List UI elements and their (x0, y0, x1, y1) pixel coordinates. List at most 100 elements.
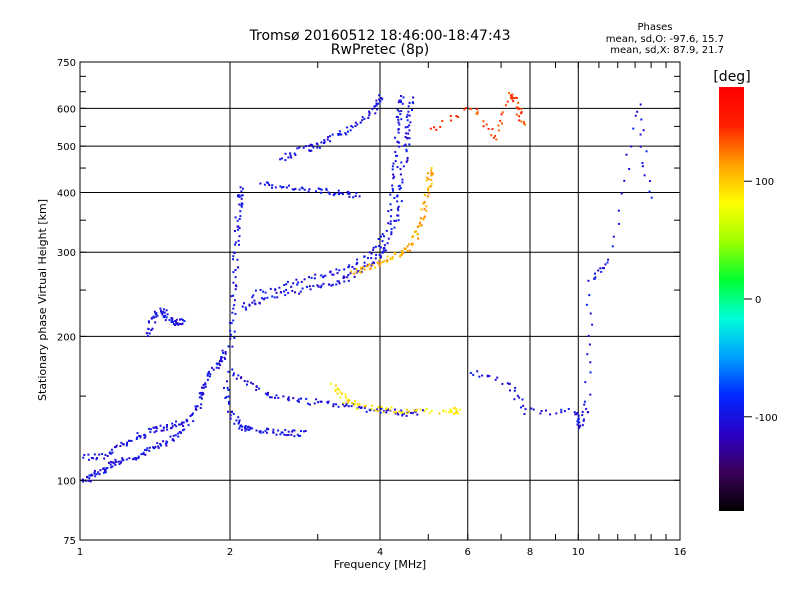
data-point (392, 162, 395, 165)
data-point (376, 410, 379, 413)
data-point (304, 145, 307, 148)
data-point (283, 290, 285, 293)
data-point (370, 404, 373, 407)
data-point (220, 356, 223, 359)
data-point (347, 130, 349, 133)
data-point (125, 444, 128, 447)
data-point (411, 243, 414, 246)
data-point (486, 374, 489, 377)
data-point (285, 186, 288, 189)
data-point (126, 441, 129, 444)
data-point (118, 463, 121, 466)
data-point (380, 405, 383, 408)
y-tick-label: 750 (57, 58, 76, 69)
data-point (355, 270, 358, 273)
data-point (259, 182, 262, 185)
data-point (582, 419, 585, 422)
data-point (84, 479, 87, 482)
data-point (375, 99, 378, 102)
data-point (549, 413, 552, 416)
data-point (490, 134, 493, 137)
data-point (226, 380, 228, 383)
data-point (426, 176, 429, 179)
data-point (589, 393, 592, 396)
data-point (161, 313, 164, 316)
data-point (355, 263, 358, 266)
data-point (240, 205, 243, 208)
data-point (285, 288, 288, 291)
data-point (351, 266, 354, 268)
data-point (390, 228, 393, 231)
data-point (408, 101, 411, 104)
data-point (578, 427, 580, 430)
data-point (269, 287, 272, 290)
data-point (334, 192, 337, 195)
data-point (581, 410, 584, 413)
data-point (182, 421, 185, 424)
data-point (412, 96, 415, 99)
data-point (347, 274, 350, 276)
data-point (104, 471, 107, 474)
data-point (88, 477, 91, 480)
data-point (342, 193, 344, 196)
data-point (530, 407, 533, 410)
data-point (408, 137, 411, 140)
data-point (96, 457, 98, 459)
data-point (396, 166, 399, 169)
data-point (425, 205, 428, 208)
data-point (238, 421, 240, 424)
data-point (338, 282, 341, 285)
data-point (106, 455, 109, 457)
data-point (354, 195, 357, 197)
data-point (401, 414, 404, 417)
data-point (335, 283, 338, 286)
data-point (232, 412, 235, 415)
data-point (108, 461, 110, 464)
data-point (259, 431, 262, 434)
data-point (360, 406, 363, 409)
data-point (282, 395, 285, 398)
data-point (355, 268, 358, 270)
data-point (407, 105, 410, 108)
data-point (178, 323, 181, 325)
y-tick-label: 500 (57, 142, 76, 153)
data-point (363, 117, 366, 120)
data-point (283, 433, 286, 436)
data-point (130, 439, 133, 442)
data-point (368, 114, 371, 117)
data-point (424, 194, 427, 197)
data-point (262, 290, 265, 293)
data-point (172, 323, 175, 325)
data-point (401, 178, 404, 181)
data-point (230, 295, 233, 298)
data-point (292, 282, 295, 285)
data-point (450, 119, 452, 122)
data-point (398, 141, 401, 144)
data-point (300, 280, 303, 283)
data-point (232, 271, 235, 274)
data-point (414, 410, 417, 413)
data-point (416, 233, 419, 236)
data-point (555, 412, 558, 415)
data-point (285, 283, 288, 286)
data-point (236, 225, 239, 228)
data-point (600, 270, 603, 273)
data-point (334, 390, 337, 393)
data-point (357, 270, 360, 273)
data-point (397, 185, 400, 188)
data-point (396, 207, 399, 210)
data-point (397, 205, 400, 208)
data-point (290, 156, 293, 159)
data-point (287, 396, 290, 399)
data-point (135, 458, 138, 461)
data-point (405, 412, 408, 415)
data-point (159, 443, 162, 445)
data-point (625, 153, 628, 156)
data-point (397, 121, 400, 124)
data-point (182, 319, 185, 322)
data-point (177, 323, 180, 326)
data-point (381, 98, 384, 101)
colorbar (719, 87, 744, 511)
x-tick-label: 16 (674, 547, 687, 558)
data-point (157, 445, 160, 448)
